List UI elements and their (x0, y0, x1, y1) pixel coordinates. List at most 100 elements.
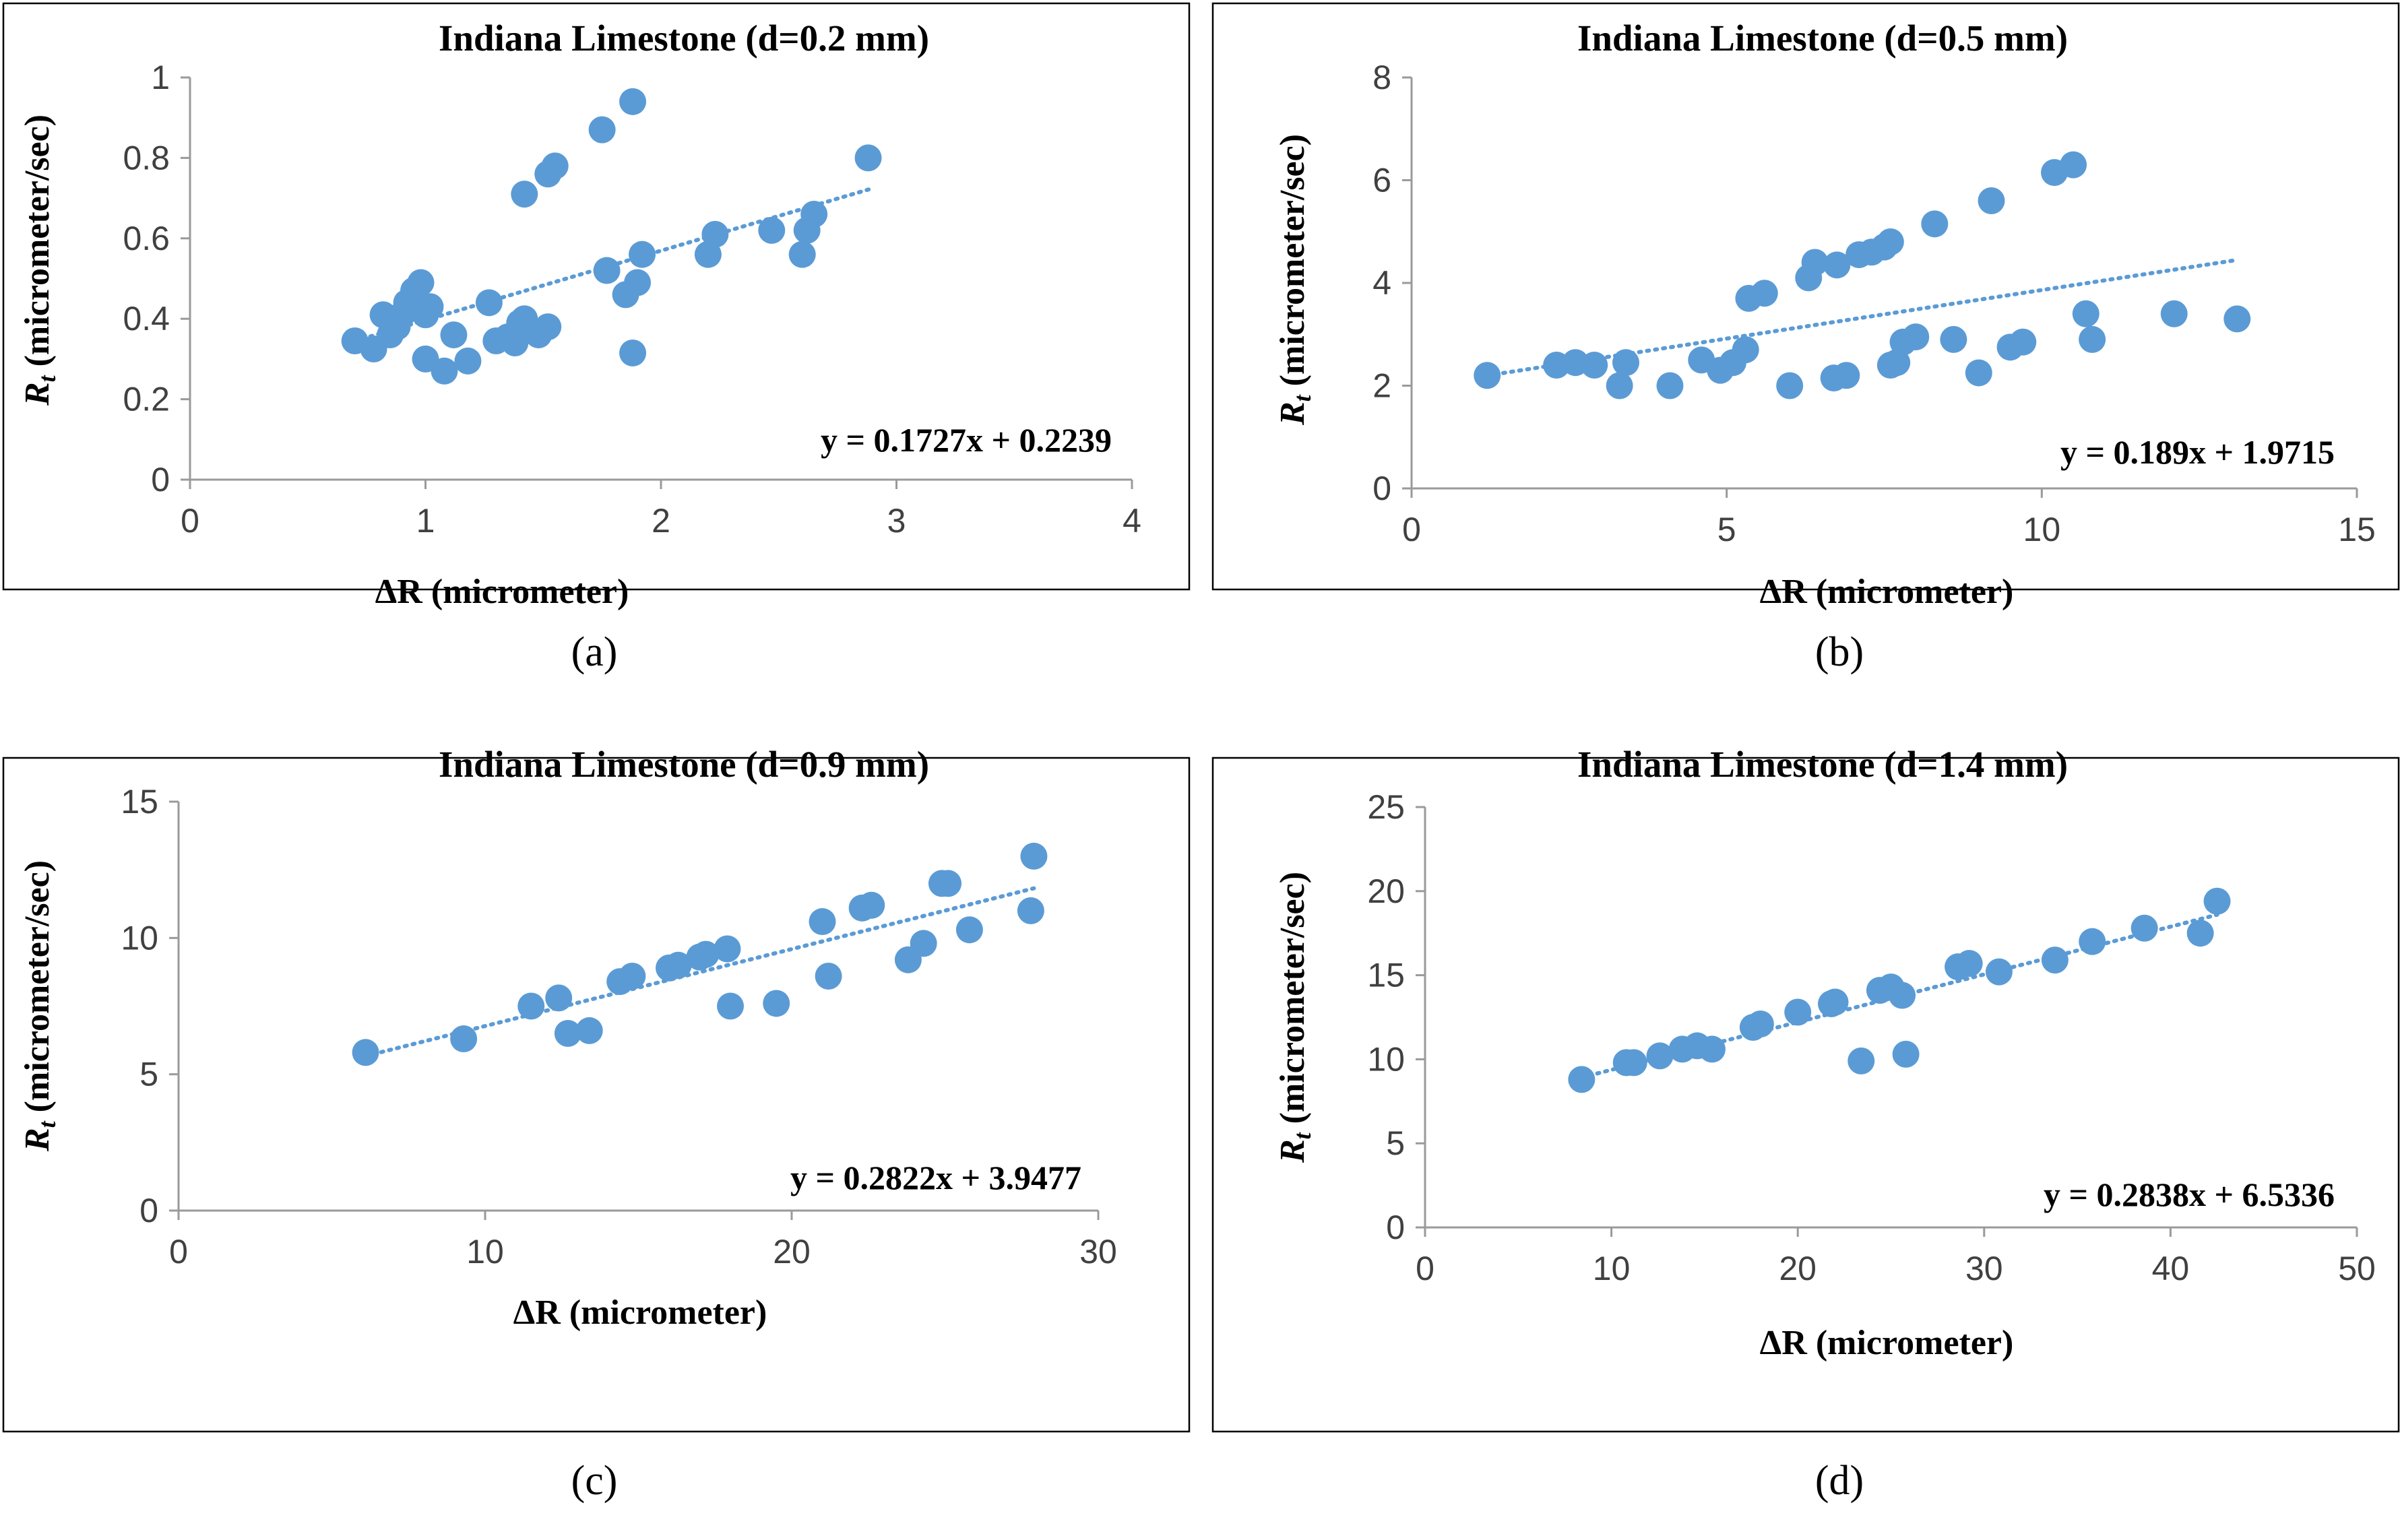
trendline-equation: y = 0.189x + 1.9715 (2060, 433, 2335, 471)
x-tick-label: 1 (416, 502, 435, 540)
data-point (454, 347, 482, 375)
data-point (758, 216, 786, 244)
panel-label: (a) (571, 629, 618, 675)
chart-panel-c: Indiana Limestone (d=0.9 mm) 0 10 20 30 0 5 10 1… (2, 744, 1191, 1504)
data-point (2072, 300, 2099, 327)
data-point (1620, 1049, 1647, 1077)
data-point (475, 289, 503, 317)
data-point (1965, 359, 1992, 387)
data-point (2079, 325, 2106, 353)
y-axis-label: Rt (micrometer/sec) (1273, 872, 1316, 1163)
data-point (619, 962, 646, 990)
data-point (1017, 897, 1044, 924)
data-point (763, 990, 790, 1017)
data-point (1746, 1010, 1774, 1037)
data-point (815, 962, 842, 990)
data-point (1732, 336, 1759, 364)
data-point (2203, 887, 2231, 915)
data-point (1978, 187, 2005, 214)
data-point (788, 240, 816, 268)
y-axis-label: Rt (micrometer/sec) (1273, 134, 1316, 426)
x-tick-label: 10 (466, 1233, 504, 1271)
data-point (1474, 362, 1501, 389)
data-point (701, 220, 729, 248)
data-point (854, 144, 882, 172)
data-point (1902, 323, 1930, 351)
y-tick-label: 0.4 (123, 300, 170, 338)
data-point (2079, 928, 2106, 955)
y-tick-label: 20 (1367, 872, 1405, 910)
chart-title: Indiana Limestone (d=0.2 mm) (439, 18, 929, 59)
y-tick-label: 0.2 (123, 381, 170, 418)
data-point (935, 870, 962, 897)
x-tick-label: 10 (1593, 1250, 1631, 1287)
data-point (588, 116, 616, 143)
data-point (1698, 1035, 1726, 1063)
x-tick-label: 4 (1123, 502, 1141, 540)
trendline-equation: y = 0.1727x + 0.2239 (821, 421, 1112, 459)
chart-area-border (2, 2, 1191, 591)
data-point (1776, 372, 1804, 399)
y-tick-label: 0 (1386, 1209, 1405, 1246)
data-point (2009, 328, 2037, 356)
chart-panel-d: Indiana Limestone (d=1.4 mm) 0 10 20 30 40 50 0… (1211, 744, 2400, 1504)
x-tick-label: 10 (2023, 511, 2061, 548)
data-point (450, 1025, 478, 1053)
data-point (1940, 325, 1967, 353)
y-tick-label: 4 (1372, 264, 1391, 302)
data-point (1020, 842, 1048, 870)
data-point (416, 293, 444, 321)
data-point (1921, 210, 1949, 238)
data-point (2186, 920, 2214, 947)
data-point (407, 269, 435, 296)
data-point (593, 257, 621, 284)
y-tick-label: 8 (1372, 59, 1391, 96)
data-point (440, 321, 468, 349)
y-axis-label: Rt (micrometer/sec) (18, 115, 61, 406)
x-tick-label: 0 (1402, 511, 1421, 548)
y-tick-label: 0 (139, 1192, 158, 1229)
x-tick-label: 0 (1416, 1250, 1434, 1287)
data-point (511, 181, 538, 208)
data-point (664, 951, 692, 979)
data-point (534, 313, 562, 341)
x-tick-label: 30 (1965, 1250, 2003, 1287)
y-tick-label: 5 (1386, 1124, 1405, 1162)
y-tick-label: 15 (121, 783, 158, 821)
x-axis-label: ΔR (micrometer) (375, 573, 629, 611)
data-point (1821, 988, 1849, 1016)
data-point (1833, 362, 1860, 389)
x-tick-label: 50 (2338, 1250, 2376, 1287)
chart-title: Indiana Limestone (d=0.9 mm) (439, 744, 929, 785)
x-tick-label: 20 (1779, 1250, 1817, 1287)
data-point (629, 240, 656, 268)
data-point (619, 88, 647, 115)
y-tick-label: 15 (1367, 957, 1405, 994)
x-axis-label: ΔR (micrometer) (513, 1293, 767, 1332)
data-point (517, 992, 545, 1020)
y-tick-label: 10 (1367, 1040, 1405, 1078)
data-point (1784, 998, 1812, 1026)
panel-label: (c) (571, 1458, 618, 1504)
panel-label: (d) (1815, 1458, 1864, 1504)
trendline (1485, 257, 2240, 378)
data-point (1955, 950, 1983, 977)
x-tick-label: 40 (2152, 1250, 2190, 1287)
data-point (554, 1019, 581, 1047)
data-point (1801, 249, 1829, 276)
data-point (2041, 947, 2069, 974)
data-point (619, 339, 647, 366)
data-point (809, 908, 836, 936)
chart-area-border (2, 757, 1191, 1433)
data-point (575, 1017, 603, 1044)
data-point (910, 930, 937, 957)
chart-area-border (1211, 2, 2400, 591)
y-tick-label: 0.6 (123, 220, 170, 257)
trendline (363, 886, 1036, 1058)
data-point (1606, 372, 1633, 399)
data-point (2130, 914, 2158, 942)
x-axis-label: ΔR (micrometer) (1760, 1324, 2014, 1362)
data-point (352, 1039, 379, 1066)
y-tick-label: 0 (1372, 470, 1391, 507)
data-point (1889, 982, 1916, 1009)
